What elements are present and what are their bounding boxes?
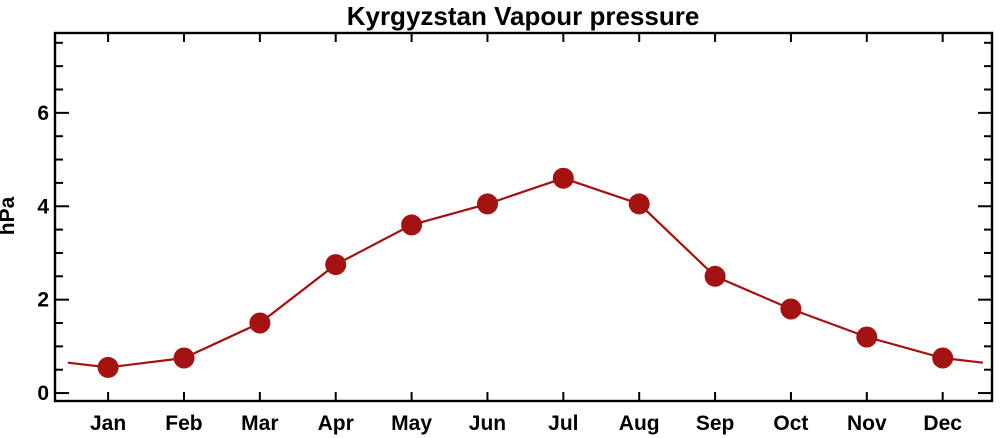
- data-point-Dec: [932, 347, 954, 369]
- x-tick-label-Jun: Jun: [469, 412, 506, 435]
- data-point-Jul: [552, 167, 574, 189]
- data-point-Aug: [628, 193, 650, 215]
- data-point-Jan: [97, 356, 119, 378]
- x-tick-label-Oct: Oct: [773, 412, 808, 435]
- vapour-pressure-line: [67, 177, 984, 369]
- data-point-Apr: [325, 254, 347, 276]
- data-point-Mar: [249, 312, 271, 334]
- x-tick-label-Sep: Sep: [696, 412, 735, 435]
- data-series: [67, 167, 984, 378]
- data-point-Feb: [173, 347, 195, 369]
- x-tick-label-Feb: Feb: [165, 412, 202, 435]
- plot-frame: [53, 31, 994, 403]
- y-tick-label-4: 4: [37, 195, 49, 218]
- data-point-Nov: [856, 326, 878, 348]
- y-tick-label-0: 0: [37, 382, 49, 405]
- x-tick-label-Jan: Jan: [90, 412, 126, 435]
- x-tick-label-Aug: Aug: [619, 412, 660, 435]
- y-tick-label-6: 6: [37, 102, 49, 125]
- x-tick-label-Nov: Nov: [847, 412, 887, 435]
- axis-tick-labels: Jan Feb Mar Apr May Jun Jul Aug Sep Oct Nov Dec 0 2 4 6: [37, 102, 962, 435]
- y-tick-label-2: 2: [37, 289, 49, 312]
- x-tick-label-Jul: Jul: [548, 412, 578, 435]
- y-axis-label: hPa: [0, 196, 19, 235]
- data-point-Jun: [477, 193, 498, 215]
- x-tick-label-Mar: Mar: [241, 412, 278, 435]
- x-tick-label-May: May: [391, 412, 432, 435]
- data-point-Sep: [704, 265, 726, 287]
- x-tick-label-Apr: Apr: [318, 412, 354, 435]
- chart-title: Kyrgyzstan Vapour pressure: [347, 1, 700, 31]
- axis-ticks: [55, 33, 992, 401]
- x-tick-label-Dec: Dec: [923, 412, 962, 435]
- data-point-May: [401, 214, 423, 236]
- data-point-Oct: [780, 298, 802, 320]
